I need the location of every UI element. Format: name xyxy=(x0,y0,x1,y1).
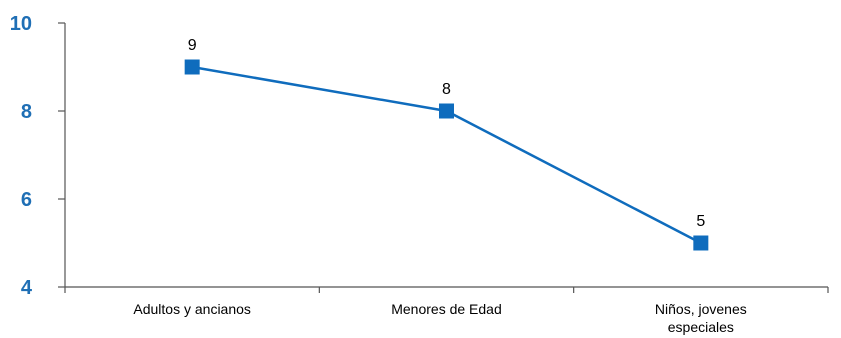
y-tick-label: 8 xyxy=(21,101,32,123)
series-group xyxy=(184,59,709,251)
y-tick-label: 4 xyxy=(21,277,33,299)
x-tick-label: Adultos y ancianos xyxy=(133,301,251,317)
data-label: 5 xyxy=(696,213,705,230)
y-tick-label: 10 xyxy=(10,13,32,35)
data-point-marker xyxy=(439,103,454,119)
data-point-marker xyxy=(184,59,200,75)
x-tick-label: Menores de Edad xyxy=(391,301,502,317)
data-labels-group: 9 8 5 xyxy=(188,37,706,230)
x-axis: Adultos y ancianos Menores de Edad Niños, … xyxy=(64,286,829,335)
data-label: 8 xyxy=(442,81,451,98)
data-point-marker xyxy=(693,235,709,251)
y-axis: 4 6 8 10 xyxy=(10,13,66,299)
y-tick-label: 6 xyxy=(21,189,32,211)
x-tick-label: Niños, jovenes especiales xyxy=(655,301,747,335)
data-label: 9 xyxy=(188,37,197,54)
